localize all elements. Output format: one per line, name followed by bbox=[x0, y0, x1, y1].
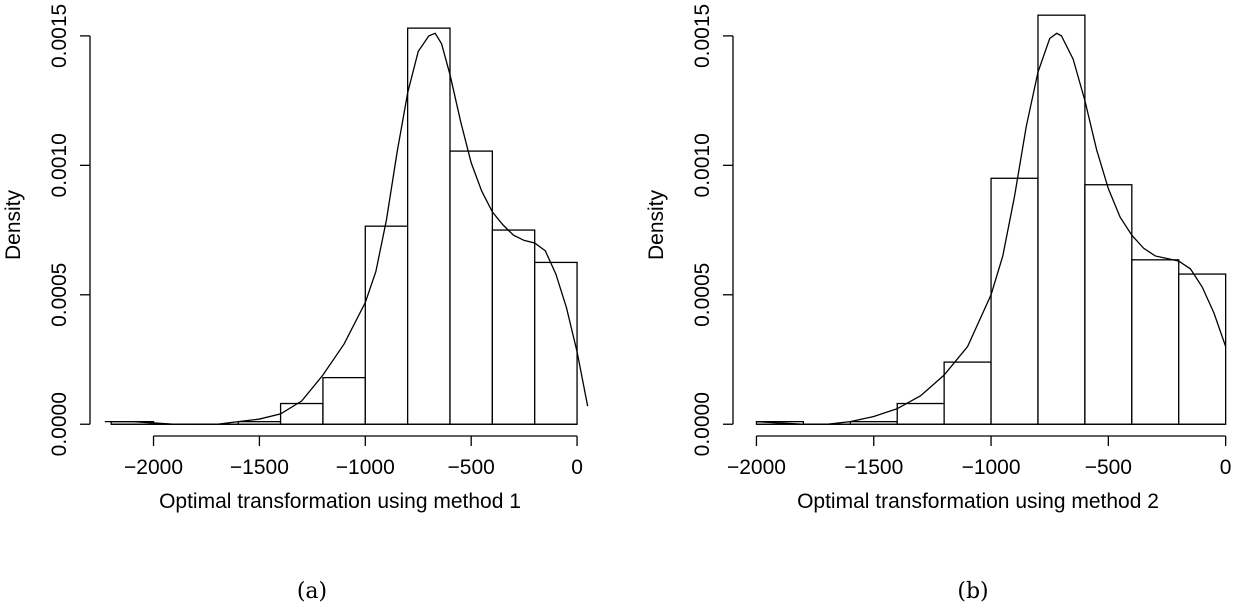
histogram-bar bbox=[365, 226, 407, 424]
x-tick-label: −500 bbox=[448, 456, 495, 479]
x-tick-label: −1500 bbox=[844, 456, 903, 479]
histogram-bar bbox=[1085, 185, 1132, 424]
y-tick-label: 0.0000 bbox=[48, 392, 71, 456]
chart-panel-b: −2000 −1500 −1000 −500 0 0.0000 0.0005 0.0010 0.… bbox=[645, 4, 1231, 604]
histogram-bar bbox=[1179, 274, 1226, 424]
x-tick-label: −1000 bbox=[336, 456, 395, 479]
x-tick-label: −1500 bbox=[230, 456, 289, 479]
chart-panel-a: −2000 −1500 −1000 −500 0 0.0000 0.0005 0.0010 0.… bbox=[2, 4, 588, 604]
x-tick-label: 0 bbox=[571, 456, 583, 479]
histogram-bar bbox=[991, 178, 1038, 424]
histogram-bar bbox=[535, 262, 577, 424]
y-tick-label: 0.0005 bbox=[691, 263, 714, 327]
histogram-bar bbox=[1132, 260, 1179, 424]
x-axis-title: Optimal transformation using method 2 bbox=[797, 490, 1159, 513]
x-tick-label: −2000 bbox=[124, 456, 183, 479]
histogram-bar bbox=[450, 151, 492, 424]
y-tick-label: 0.0005 bbox=[48, 263, 71, 327]
y-tick-label: 0.0010 bbox=[48, 133, 71, 197]
x-tick-label: −500 bbox=[1085, 456, 1132, 479]
x-tick-label: 0 bbox=[1220, 456, 1232, 479]
histogram-bar bbox=[944, 362, 991, 424]
y-axis-title: Density bbox=[645, 189, 668, 260]
y-tick-label: 0.0015 bbox=[691, 4, 714, 68]
histogram-bar bbox=[897, 404, 944, 425]
histogram-bar bbox=[492, 230, 534, 424]
y-tick-label: 0.0015 bbox=[48, 4, 71, 68]
histogram-bar bbox=[281, 404, 323, 425]
histogram-bar bbox=[323, 378, 365, 425]
y-tick-label: 0.0010 bbox=[691, 133, 714, 197]
y-tick-label: 0.0000 bbox=[691, 392, 714, 456]
panel-caption: (b) bbox=[957, 579, 988, 604]
histogram-bar bbox=[408, 28, 450, 424]
x-tick-label: −2000 bbox=[727, 456, 786, 479]
x-tick-label: −1000 bbox=[962, 456, 1021, 479]
x-axis-title: Optimal transformation using method 1 bbox=[159, 490, 521, 513]
y-axis-title: Density bbox=[2, 189, 25, 260]
panel-caption: (a) bbox=[297, 579, 327, 604]
